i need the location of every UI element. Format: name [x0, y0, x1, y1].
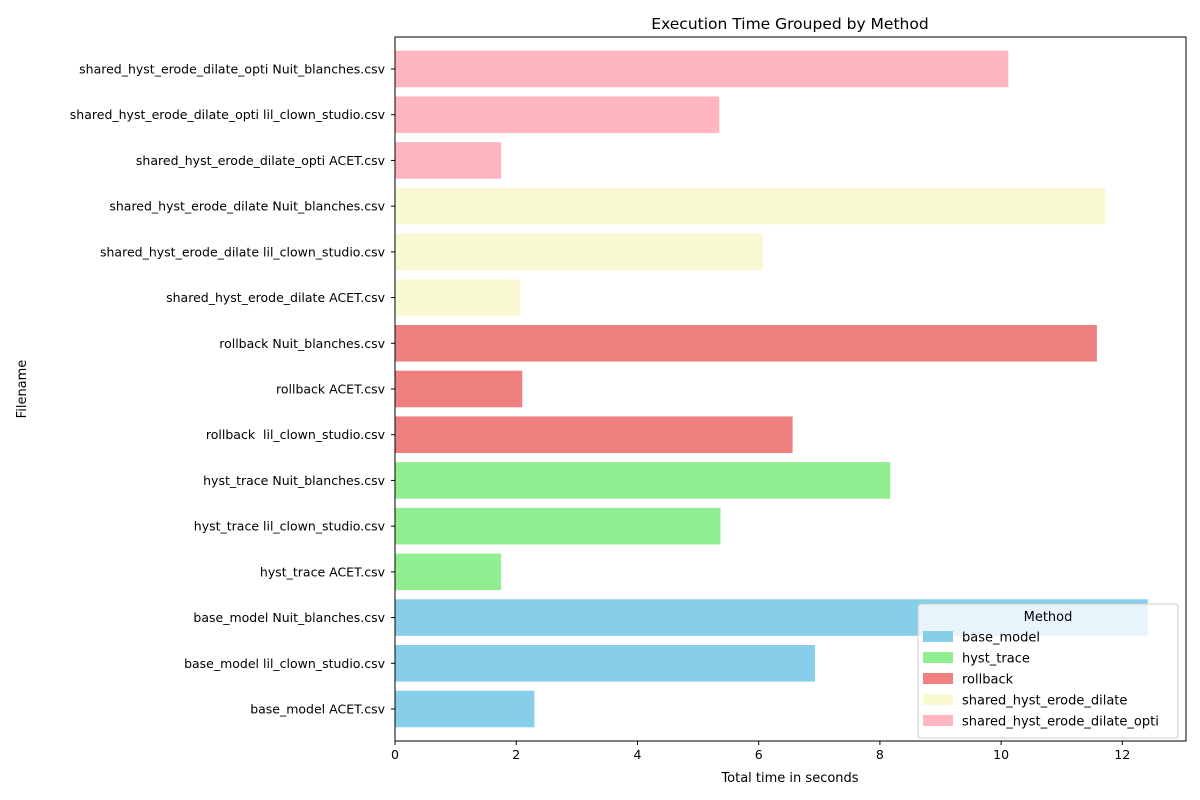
- y-tick-label: rollback Nuit_blanches.csv: [219, 336, 385, 351]
- legend-swatch-base_model: [923, 631, 953, 642]
- x-axis-label: Total time in seconds: [720, 771, 858, 786]
- y-tick-label: shared_hyst_erode_dilate_opti Nuit_blanc…: [79, 62, 385, 77]
- legend-title: Method: [1024, 610, 1073, 625]
- chart-title: Execution Time Grouped by Method: [651, 15, 928, 33]
- y-tick-label: shared_hyst_erode_dilate ACET.csv: [166, 290, 385, 305]
- bar-hyst_trace: [395, 462, 891, 499]
- legend-swatch-shared_hyst_erode_dilate: [923, 694, 953, 705]
- y-tick-label: shared_hyst_erode_dilate_opti lil_clown_…: [70, 107, 386, 122]
- legend-label-shared_hyst_erode_dilate_opti: shared_hyst_erode_dilate_opti: [962, 715, 1159, 730]
- legend: Method base_model hyst_trace rollback share…: [917, 603, 1179, 739]
- x-tick-label: 10: [993, 747, 1009, 762]
- legend-swatch-shared_hyst_erode_dilate_opti: [923, 715, 953, 726]
- legend-swatch-hyst_trace: [923, 652, 953, 663]
- x-tick-label: 2: [512, 747, 520, 762]
- y-tick-label: shared_hyst_erode_dilate_opti ACET.csv: [136, 153, 386, 168]
- y-tick-label: base_model lil_clown_studio.csv: [184, 656, 386, 671]
- bar-rollback: [395, 370, 523, 408]
- legend-entries: base_model hyst_trace rollback shared_hyst_…: [923, 631, 1159, 730]
- legend-label-shared_hyst_erode_dilate: shared_hyst_erode_dilate: [962, 694, 1127, 709]
- y-tick-label: base_model ACET.csv: [250, 702, 385, 717]
- x-axis-ticks: 0 2 4 6 8 10 12: [391, 741, 1130, 762]
- y-tick-label: shared_hyst_erode_dilate lil_clown_studi…: [100, 244, 386, 259]
- y-tick-label: hyst_trace ACET.csv: [260, 564, 386, 579]
- bar-shared_hyst_erode_dilate_opti: [395, 96, 720, 133]
- bar-shared_hyst_erode_dilate_opti: [395, 142, 502, 179]
- bar-hyst_trace: [395, 507, 721, 545]
- y-tick-label: shared_hyst_erode_dilate Nuit_blanches.c…: [109, 199, 385, 214]
- x-tick-label: 8: [876, 747, 884, 762]
- y-tick-label: hyst_trace lil_clown_studio.csv: [194, 519, 386, 534]
- y-tick-label: rollback lil_clown_studio.csv: [206, 427, 386, 442]
- y-tick-label: hyst_trace Nuit_blanches.csv: [203, 473, 385, 488]
- bar-shared_hyst_erode_dilate: [395, 187, 1106, 225]
- plot-frame: [394, 36, 1187, 742]
- legend-box: [917, 603, 1179, 739]
- bar-rollback: [395, 416, 793, 453]
- y-tick-label: base_model Nuit_blanches.csv: [193, 610, 385, 625]
- x-tick-label: 6: [755, 747, 763, 762]
- bar-base_model: [395, 645, 816, 682]
- x-tick-label: 4: [633, 747, 641, 762]
- y-axis-ticks: base_model ACET.csv base_model lil_clown_…: [70, 62, 395, 717]
- bars-layer: [395, 50, 1148, 728]
- legend-swatch-rollback: [923, 673, 953, 684]
- bar-shared_hyst_erode_dilate: [395, 279, 520, 316]
- y-axis-label: Filename: [15, 360, 30, 419]
- bar-shared_hyst_erode_dilate_opti: [395, 50, 1009, 88]
- legend-label-base_model: base_model: [962, 631, 1040, 646]
- x-tick-label: 12: [1114, 747, 1130, 762]
- bar-base_model: [395, 690, 535, 728]
- legend-label-rollback: rollback: [962, 673, 1014, 688]
- legend-label-hyst_trace: hyst_trace: [962, 652, 1030, 667]
- bar-rollback: [395, 325, 1097, 362]
- bar-shared_hyst_erode_dilate: [395, 233, 763, 271]
- bar-hyst_trace: [395, 553, 502, 591]
- x-tick-label: 0: [391, 747, 399, 762]
- y-tick-label: rollback ACET.csv: [276, 382, 386, 397]
